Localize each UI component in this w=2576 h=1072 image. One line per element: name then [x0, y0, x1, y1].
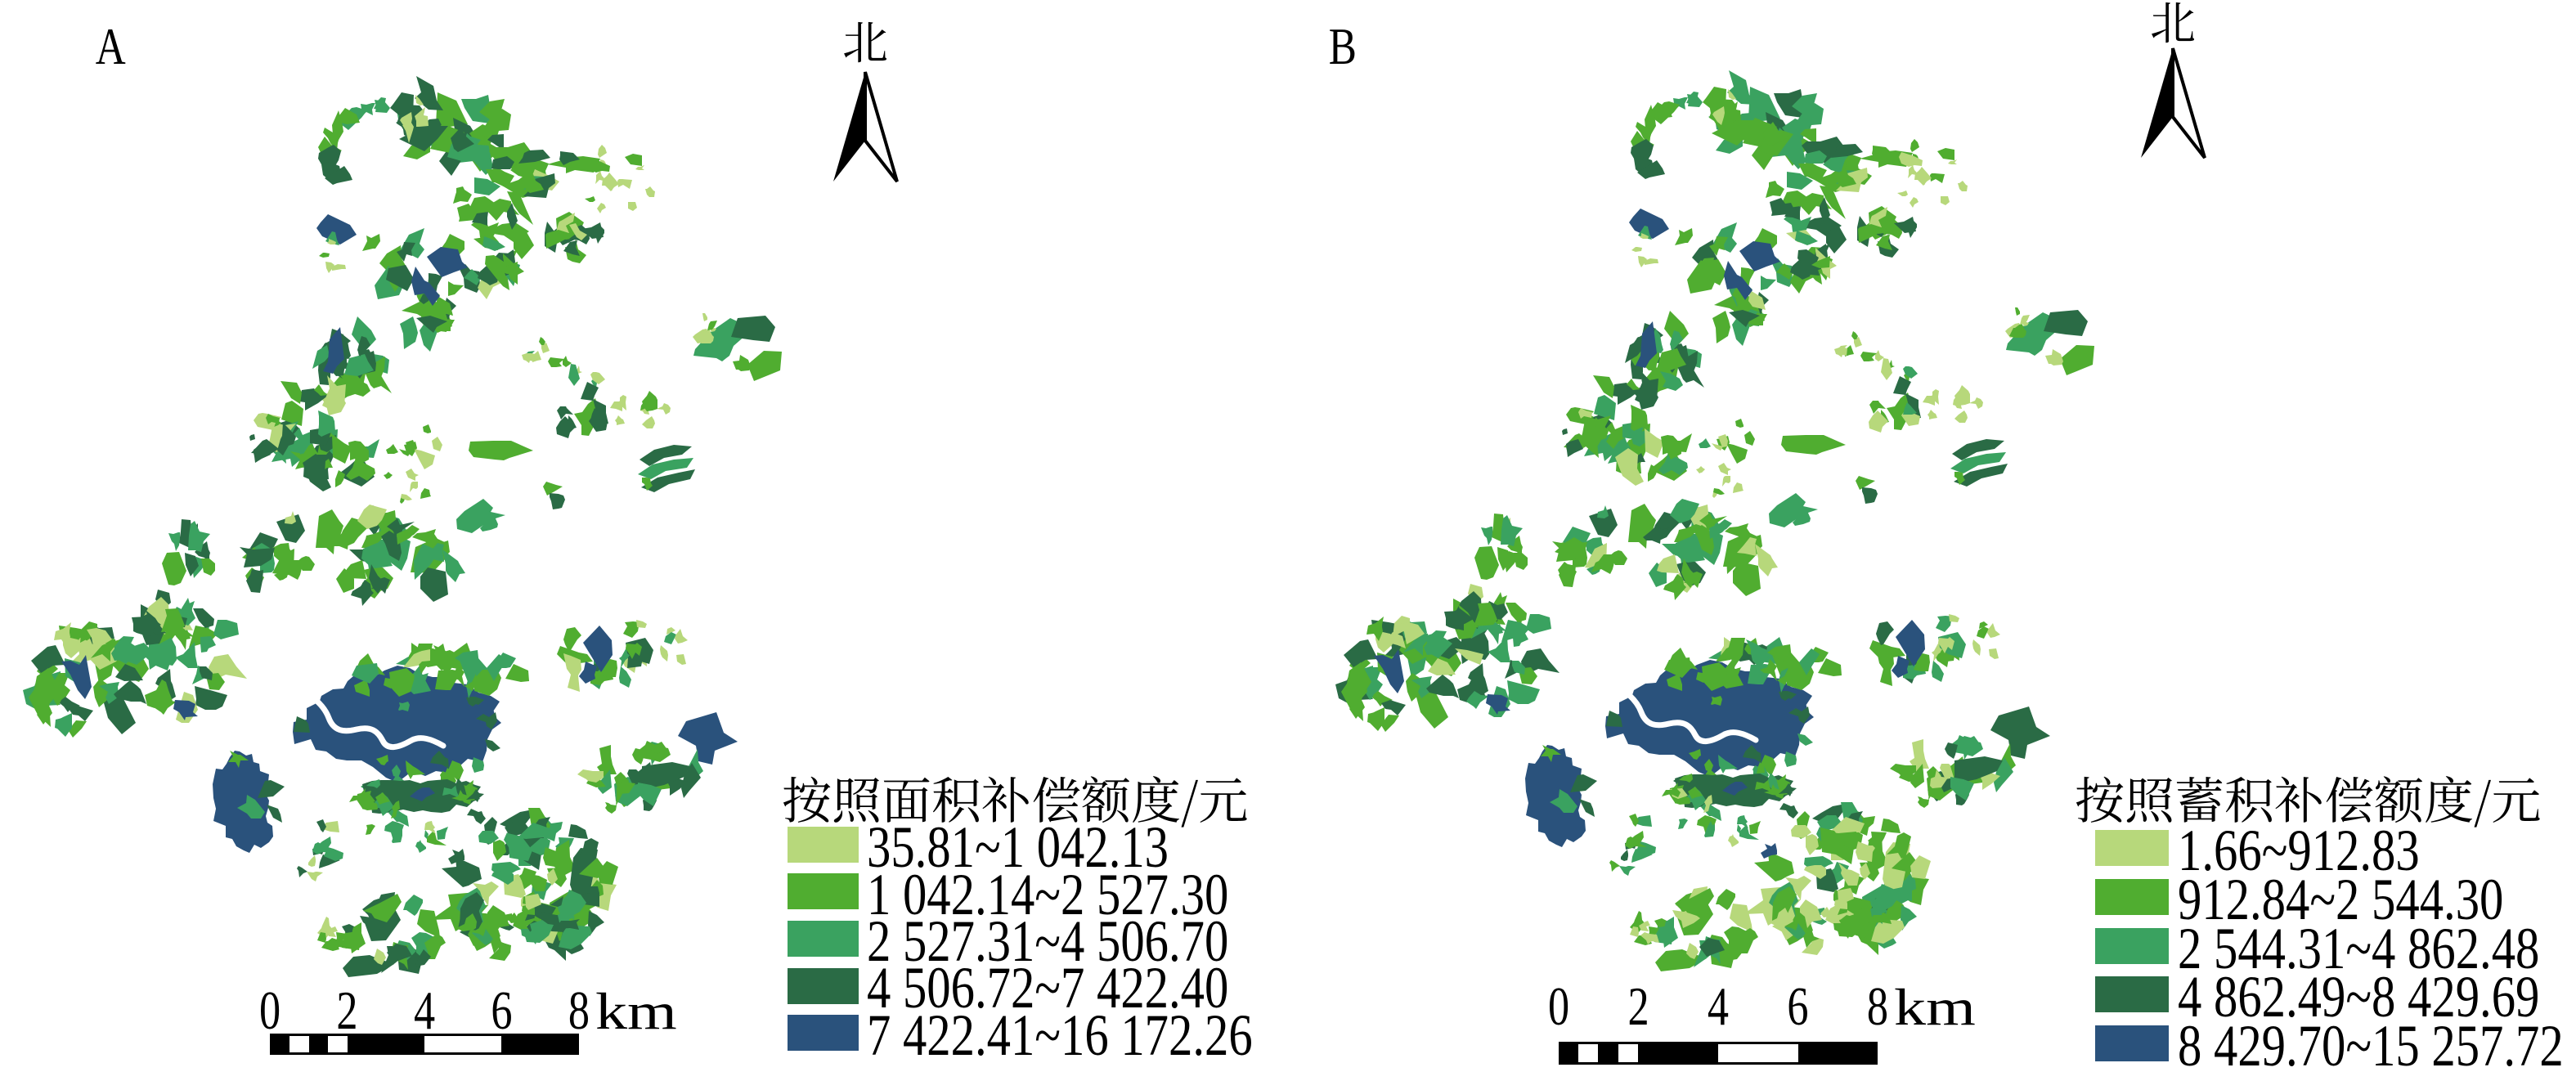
- svg-text:2 544.31~4 862.48: 2 544.31~4 862.48: [2178, 916, 2539, 981]
- svg-text:0: 0: [259, 980, 280, 1041]
- svg-text:8 429.70~15 257.72: 8 429.70~15 257.72: [2178, 1013, 2564, 1072]
- svg-text:B: B: [1329, 17, 1357, 76]
- svg-text:6: 6: [491, 980, 512, 1041]
- svg-text:6: 6: [1787, 976, 1808, 1037]
- svg-text:2 527.31~4 506.70: 2 527.31~4 506.70: [867, 908, 1228, 974]
- svg-text:8: 8: [1867, 976, 1888, 1037]
- svg-text:0: 0: [1548, 976, 1569, 1037]
- svg-text:km: km: [595, 983, 677, 1041]
- svg-text:912.84~2 544.30: 912.84~2 544.30: [2178, 867, 2503, 932]
- svg-text:4 506.72~7 422.40: 4 506.72~7 422.40: [867, 955, 1228, 1020]
- svg-text:7 422.41~16 172.26: 7 422.41~16 172.26: [867, 1002, 1253, 1068]
- svg-text:8: 8: [568, 980, 590, 1041]
- svg-text:2: 2: [1627, 976, 1649, 1037]
- svg-text:4 862.49~8 429.69: 4 862.49~8 429.69: [2178, 964, 2539, 1029]
- svg-text:2: 2: [336, 980, 357, 1041]
- svg-text:4: 4: [414, 980, 435, 1041]
- svg-text:km: km: [1894, 979, 1976, 1037]
- svg-text:1 042.14~2 527.30: 1 042.14~2 527.30: [867, 862, 1228, 927]
- svg-text:4: 4: [1708, 976, 1729, 1037]
- svg-text:1.66~912.83: 1.66~912.83: [2178, 818, 2420, 883]
- svg-text:A: A: [96, 17, 126, 76]
- svg-text:35.81~1 042.13: 35.81~1 042.13: [867, 814, 1169, 880]
